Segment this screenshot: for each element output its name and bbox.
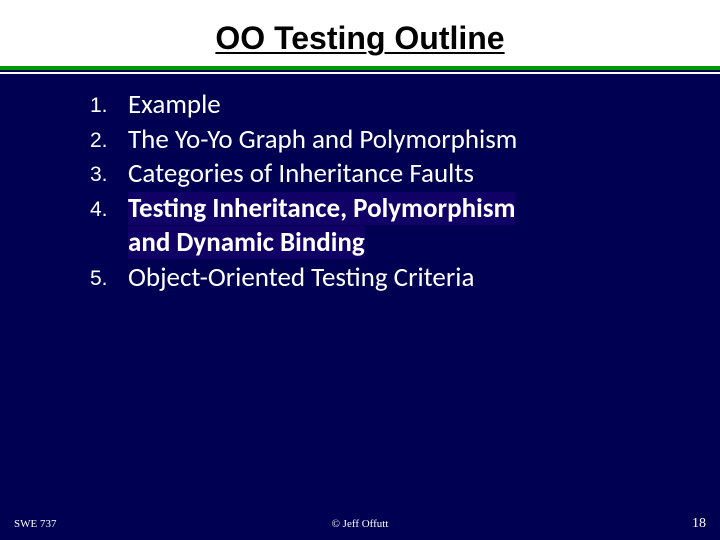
highlighted-line2: and Dynamic Binding bbox=[128, 226, 365, 259]
list-item: 2. The Yo-Yo Graph and Polymorphism bbox=[90, 123, 670, 158]
list-item: 3. Categories of Inheritance Faults bbox=[90, 157, 670, 192]
list-item: 1. Example bbox=[90, 88, 670, 123]
title-rule-green bbox=[0, 66, 720, 70]
list-number: 5. bbox=[90, 261, 128, 293]
list-text: Object-Oriented Testing Criteria bbox=[128, 261, 670, 296]
list-text: The Yo-Yo Graph and Polymorphism bbox=[128, 123, 670, 158]
footer-page-number: 18 bbox=[692, 516, 706, 532]
list-number: 4. bbox=[90, 192, 128, 224]
footer-copyright: © Jeff Offutt bbox=[332, 518, 389, 530]
title-header: OO Testing Outline bbox=[0, 0, 720, 66]
footer-course: SWE 737 bbox=[14, 518, 56, 530]
list-number: 3. bbox=[90, 157, 128, 189]
list-text: Categories of Inheritance Faults bbox=[128, 157, 670, 192]
list-text: Testing Inheritance, Polymorphism and Dy… bbox=[128, 192, 670, 261]
list-number: 1. bbox=[90, 88, 128, 120]
list-text: Example bbox=[128, 88, 670, 123]
list-item: 5. Object-Oriented Testing Criteria bbox=[90, 261, 670, 296]
slide-title: OO Testing Outline bbox=[207, 16, 512, 57]
title-container: OO Testing Outline bbox=[0, 6, 720, 65]
list-item: 4. Testing Inheritance, Polymorphism and… bbox=[90, 192, 670, 261]
content-area: 1. Example 2. The Yo-Yo Graph and Polymo… bbox=[0, 74, 720, 295]
highlighted-line1: Testing Inheritance, Polymorphism bbox=[128, 192, 515, 225]
list-number: 2. bbox=[90, 123, 128, 155]
outline-list: 1. Example 2. The Yo-Yo Graph and Polymo… bbox=[90, 88, 670, 295]
footer: SWE 737 © Jeff Offutt 18 bbox=[0, 514, 720, 540]
